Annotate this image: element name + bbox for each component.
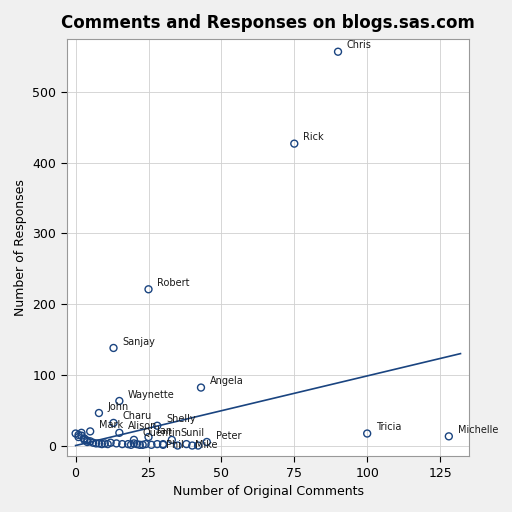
Text: Michelle: Michelle [458, 425, 498, 435]
Point [80, 434, 89, 442]
Point [124, 440, 132, 448]
Point [92, 439, 100, 447]
Text: Alison: Alison [128, 421, 158, 432]
Point [86, 428, 94, 436]
Point [112, 439, 120, 447]
Point [153, 422, 161, 430]
Point [98, 440, 106, 448]
Point [194, 441, 202, 450]
Text: Phil: Phil [166, 440, 184, 450]
Point [74, 431, 82, 439]
Point [110, 344, 118, 352]
Point [136, 441, 144, 449]
Point [182, 440, 190, 448]
Text: Sanjay: Sanjay [122, 336, 155, 347]
Point [197, 383, 205, 392]
Text: Peter: Peter [216, 431, 241, 441]
Point [174, 441, 182, 450]
Text: John: John [108, 401, 129, 412]
Text: Rick: Rick [303, 132, 324, 142]
Point [188, 441, 196, 450]
Point [101, 439, 109, 447]
Point [139, 441, 147, 449]
Point [95, 409, 103, 417]
Text: Quentin: Quentin [143, 429, 182, 438]
Point [159, 440, 167, 448]
Point [110, 419, 118, 427]
Point [141, 440, 150, 448]
Point [89, 439, 97, 447]
Point [159, 441, 167, 449]
Point [130, 439, 138, 447]
Point [80, 436, 89, 444]
Point [77, 429, 86, 437]
Point [445, 432, 453, 440]
Point [147, 441, 156, 449]
Text: Tricia: Tricia [376, 422, 401, 432]
Y-axis label: Number of Responses: Number of Responses [14, 179, 27, 316]
Point [130, 436, 138, 444]
Point [127, 441, 135, 449]
Text: Sunil: Sunil [181, 429, 205, 438]
Text: Mike: Mike [195, 440, 218, 450]
Text: Ian: Ian [157, 425, 173, 436]
Point [95, 439, 103, 447]
Point [103, 440, 112, 448]
Text: Shelly: Shelly [166, 414, 196, 424]
X-axis label: Number of Original Comments: Number of Original Comments [173, 485, 364, 498]
Text: Waynette: Waynette [128, 390, 175, 399]
Title: Comments and Responses on blogs.sas.com: Comments and Responses on blogs.sas.com [61, 14, 475, 32]
Point [168, 436, 176, 444]
Point [115, 397, 123, 405]
Point [77, 432, 86, 440]
Point [86, 437, 94, 445]
Point [72, 430, 80, 438]
Point [83, 437, 91, 445]
Text: Mark: Mark [99, 420, 123, 430]
Point [334, 48, 342, 56]
Text: Robert: Robert [157, 278, 190, 288]
Point [203, 438, 211, 446]
Point [118, 440, 126, 448]
Point [115, 429, 123, 437]
Point [133, 440, 141, 448]
Point [363, 430, 371, 438]
Text: Angela: Angela [210, 376, 244, 386]
Point [106, 439, 115, 447]
Point [144, 285, 153, 293]
Point [83, 438, 91, 446]
Text: Chris: Chris [347, 40, 372, 50]
Point [153, 440, 161, 448]
Point [74, 433, 82, 441]
Point [144, 433, 153, 441]
Point [290, 140, 298, 148]
Text: Charu: Charu [122, 412, 152, 421]
